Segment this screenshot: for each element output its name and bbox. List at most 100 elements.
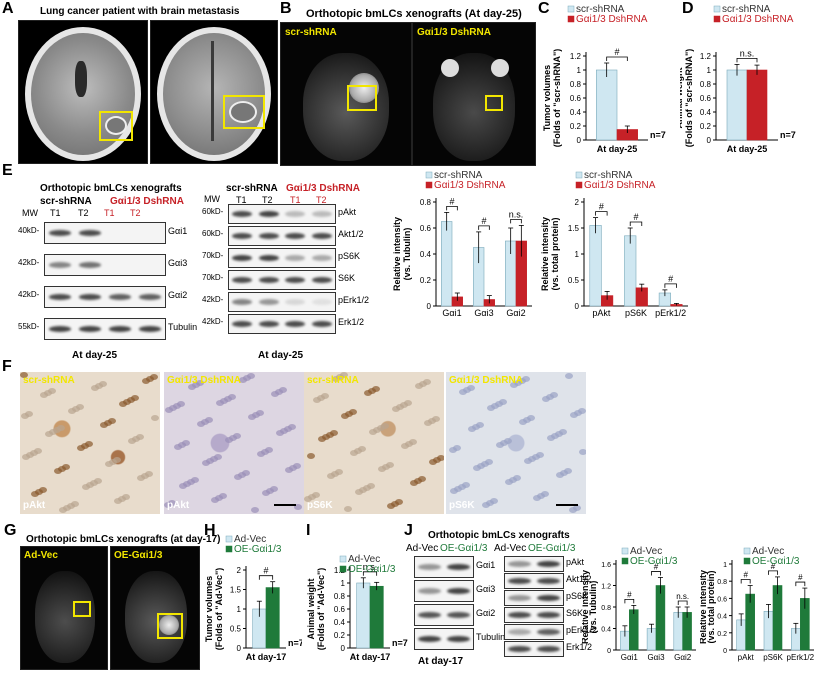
blot-band — [285, 321, 306, 327]
bar — [726, 69, 748, 141]
mri-label-right: OE-Gαi1/3 — [114, 550, 163, 561]
lane-label: T1 — [104, 208, 115, 218]
blot-band — [78, 230, 102, 236]
cell-dot — [57, 425, 65, 431]
y-tick-label: 0.6 — [717, 596, 727, 603]
mw-marker: 55kD- — [18, 322, 40, 331]
legend-swatch — [425, 181, 433, 189]
y-tick-label: 1.2 — [334, 566, 346, 575]
cell-dot — [381, 423, 389, 429]
cell-dot — [234, 474, 242, 480]
cell-dot — [578, 408, 586, 414]
cell-dot — [146, 376, 154, 382]
sig-bracket — [258, 575, 274, 580]
sig-bracket — [795, 581, 806, 587]
x-axis-label: At day-25 — [597, 144, 638, 154]
panel-label-d: D — [682, 0, 694, 17]
cell-dot — [22, 454, 30, 460]
legend-label: Gαi1/3 DshRNA — [576, 14, 648, 25]
cell-dot — [280, 428, 288, 434]
legend-label: Ad-Vec — [630, 546, 662, 557]
protein-label: Tubulin — [476, 632, 506, 642]
ihc-tile: Gαi1/3 DshRNA pS6K — [446, 372, 586, 514]
cell-dot — [165, 407, 173, 413]
cell-dot — [330, 430, 338, 436]
sig-label: # — [481, 216, 486, 226]
cell-dot — [312, 492, 320, 498]
mri-scr-shrna: scr-shRNA — [280, 22, 412, 166]
y-axis-label: Animal weight — [680, 67, 684, 128]
x-tick-label: pErk1/2 — [787, 653, 815, 662]
cell-dot — [71, 501, 79, 507]
bar — [596, 69, 618, 141]
blot-band — [537, 612, 560, 618]
cell-dot — [113, 457, 121, 463]
cell-dot — [174, 444, 182, 450]
cell-dot — [26, 452, 34, 458]
cell-dot — [224, 396, 232, 402]
x-tick-label: pAkt — [592, 308, 611, 318]
cell-dot — [485, 459, 493, 465]
cell-dot — [132, 436, 140, 442]
blot-strip — [414, 580, 474, 602]
sig-label: # — [743, 571, 748, 580]
ihc-stain-label: pS6K — [449, 500, 475, 511]
blot-band — [311, 299, 332, 305]
cell-dot — [177, 401, 185, 407]
n-label: n=7 — [288, 638, 302, 648]
protein-label: Gαi2 — [168, 290, 188, 300]
blot2-footer: At day-25 — [258, 350, 304, 361]
blot-strip — [228, 226, 336, 246]
blot-band — [48, 326, 72, 332]
sig-label: # — [633, 212, 638, 222]
x-tick-label: pAkt — [738, 653, 755, 662]
y-axis-label: (Folds of "scr-shRNA") — [552, 49, 562, 148]
y-tick-label: 0.4 — [717, 614, 727, 621]
j-group: Ad-Vec — [406, 543, 439, 554]
blot-band — [537, 578, 560, 584]
cell-dot — [372, 386, 380, 392]
lane-label: T2 — [262, 195, 273, 205]
cell-dot — [523, 417, 531, 423]
y-tick-label: 0.2 — [717, 631, 727, 638]
blot-band — [537, 646, 560, 652]
blot-strip — [44, 286, 166, 308]
cell-dot — [49, 429, 57, 435]
bar — [629, 609, 639, 651]
blot-band — [537, 561, 560, 567]
cell-dot — [211, 497, 219, 503]
legend-label: OE-Gαi1/3 — [234, 544, 282, 555]
cell-dot — [141, 473, 149, 479]
y-tick-label: 0.8 — [570, 80, 582, 89]
bar — [673, 612, 683, 651]
cell-dot — [131, 395, 139, 401]
y-tick-label: 1 — [723, 562, 727, 569]
sig-label: # — [614, 47, 619, 57]
blot-band — [447, 612, 470, 618]
ihc-group-label: Gαi1/3 DshRNA — [167, 375, 241, 386]
x-axis-label: At day-17 — [350, 652, 391, 662]
y-axis-label: (vs. Tubulin) — [402, 228, 412, 281]
cell-dot — [59, 507, 67, 513]
cell-dot — [395, 499, 403, 505]
cell-dot — [510, 382, 518, 388]
cell-dot — [206, 458, 214, 464]
blot-band — [447, 636, 470, 642]
chart-d: 0 0.2 0.4 0.6 0.8 1 1.2 n.s. At day-25 n=7 Animal … — [680, 4, 796, 154]
mw-marker: 70kD- — [202, 273, 224, 282]
mri-oe-gai: OE-Gαi1/3 — [110, 546, 200, 670]
cell-dot — [477, 463, 485, 469]
cell-dot — [285, 467, 293, 473]
blot-strip — [504, 624, 564, 640]
cell-dot — [109, 459, 117, 465]
cell-dot — [453, 445, 461, 451]
scale-bar — [274, 504, 296, 506]
cell-dot — [449, 447, 457, 453]
y-axis-label: Relative intensity — [582, 570, 590, 644]
protein-label: Akt1/2 — [566, 574, 592, 584]
blot-band — [232, 233, 253, 239]
panel-g-title: Orthotopic bmLCs xenografts (at day-17) — [26, 534, 221, 545]
y-tick-label: 0 — [427, 302, 432, 311]
cell-dot — [528, 456, 536, 462]
blot-band — [311, 277, 332, 283]
